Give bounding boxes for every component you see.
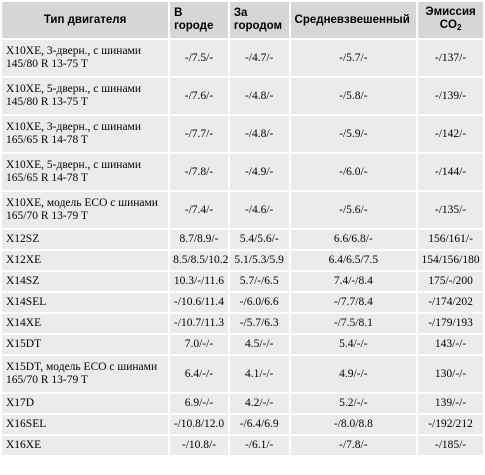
cell-engine-type: X10XE, модель ECO с шинами 165/70 R 13-7… xyxy=(2,192,169,228)
cell-average: 6.6/6.8/- xyxy=(290,230,417,249)
table-row: X14XE -/10.7/11.3 -/5.7/6.3 -/7.5/8.1 -/179/… xyxy=(2,314,483,333)
cell-highway: 4.1/-/- xyxy=(229,356,289,392)
cell-engine-type: X10XE, 3-дверн., с шинами 145/80 R 13-75… xyxy=(2,40,169,76)
cell-city: -/10.8/- xyxy=(170,436,228,455)
fuel-consumption-table: Тип двигателя В городе За городом Средне… xyxy=(2,2,483,455)
table-row: X12XE 8.5/8.5/10.2 5.1/5.3/5.9 6.4/6.5/7.5 1… xyxy=(2,251,483,270)
cell-engine-type: X14SZ xyxy=(2,272,169,291)
cell-average: 4.9/-/- xyxy=(290,356,417,392)
table-row: X14SZ 10.3/-/11.6 5.7/-/6.5 7.4/-/8.4 175/-/… xyxy=(2,272,483,291)
cell-average: -/5.7/- xyxy=(290,40,417,76)
cell-emission: 130/-/- xyxy=(418,356,483,392)
cell-highway: -/4.8/- xyxy=(229,116,289,152)
cell-average: 5.4/-/- xyxy=(290,335,417,354)
cell-engine-type: X10XE, 5-дверн., с шинами 165/65 R 14-78… xyxy=(2,154,169,190)
table-header-row: Тип двигателя В городе За городом Средне… xyxy=(2,2,483,38)
cell-average: -/7.5/8.1 xyxy=(290,314,417,333)
cell-emission: 154/156/180 xyxy=(418,251,483,270)
table-row: X15DT, модель ECO с шинами 165/70 R 13-7… xyxy=(2,356,483,392)
cell-highway: -/6.1/- xyxy=(229,436,289,455)
header-highway: За городом xyxy=(229,2,289,38)
cell-city: -/7.6/- xyxy=(170,78,228,114)
cell-city: -/7.5/- xyxy=(170,40,228,76)
cell-highway: -/4.9/- xyxy=(229,154,289,190)
table-row: X16XE -/10.8/- -/6.1/- -/7.8/- -/185/- xyxy=(2,436,483,455)
cell-highway: 5.7/-/6.5 xyxy=(229,272,289,291)
cell-city: 8.5/8.5/10.2 xyxy=(170,251,228,270)
cell-engine-type: X12SZ xyxy=(2,230,169,249)
table-row: X17D 6.9/-/- 4.2/-/- 5.2/-/- 139/-/- xyxy=(2,394,483,413)
cell-highway: -/4.6/- xyxy=(229,192,289,228)
cell-engine-type: X15DT xyxy=(2,335,169,354)
cell-engine-type: X16SEL xyxy=(2,415,169,434)
cell-emission: -/174/202 xyxy=(418,293,483,312)
cell-city: 10.3/-/11.6 xyxy=(170,272,228,291)
cell-highway: 4.2/-/- xyxy=(229,394,289,413)
table-body: X10XE, 3-дверн., с шинами 145/80 R 13-75… xyxy=(2,40,483,455)
cell-average: -/6.0/- xyxy=(290,154,417,190)
cell-emission: -/179/193 xyxy=(418,314,483,333)
cell-average: -/5.9/- xyxy=(290,116,417,152)
cell-highway: 5.1/5.3/5.9 xyxy=(229,251,289,270)
table-row: X10XE, модель ECO с шинами 165/70 R 13-7… xyxy=(2,192,483,228)
cell-city: -/10.7/11.3 xyxy=(170,314,228,333)
cell-average: 5.2/-/- xyxy=(290,394,417,413)
cell-emission: -/185/- xyxy=(418,436,483,455)
cell-emission: 175/-/200 xyxy=(418,272,483,291)
table-row: X10XE, 3-дверн., с шинами 165/65 R 14-78… xyxy=(2,116,483,152)
cell-highway: -/6.0/6.6 xyxy=(229,293,289,312)
table-row: X12SZ 8.7/8.9/- 5.4/5.6/- 6.6/6.8/- 156/161/… xyxy=(2,230,483,249)
cell-emission: -/137/- xyxy=(418,40,483,76)
cell-emission: -/139/- xyxy=(418,78,483,114)
cell-average: 6.4/6.5/7.5 xyxy=(290,251,417,270)
cell-average: -/5.8/- xyxy=(290,78,417,114)
cell-city: -/7.4/- xyxy=(170,192,228,228)
cell-engine-type: X14SEL xyxy=(2,293,169,312)
cell-average: -/8.0/8.8 xyxy=(290,415,417,434)
cell-emission: 156/161/- xyxy=(418,230,483,249)
cell-engine-type: X10XE, 5-дверн., с шинами 145/80 R 13-75… xyxy=(2,78,169,114)
header-city: В городе xyxy=(170,2,228,38)
cell-highway: -/6.4/6.9 xyxy=(229,415,289,434)
cell-city: 8.7/8.9/- xyxy=(170,230,228,249)
cell-highway: 4.5/-/- xyxy=(229,335,289,354)
cell-city: -/10.8/12.0 xyxy=(170,415,228,434)
cell-emission: 143/-/- xyxy=(418,335,483,354)
cell-average: 7.4/-/8.4 xyxy=(290,272,417,291)
cell-city: 6.9/-/- xyxy=(170,394,228,413)
cell-city: -/10.6/11.4 xyxy=(170,293,228,312)
cell-engine-type: X15DT, модель ECO с шинами 165/70 R 13-7… xyxy=(2,356,169,392)
cell-average: -/7.8/- xyxy=(290,436,417,455)
cell-emission: 139/-/- xyxy=(418,394,483,413)
cell-city: 6.4/-/- xyxy=(170,356,228,392)
cell-highway: -/5.7/6.3 xyxy=(229,314,289,333)
cell-engine-type: X10XE, 3-дверн., с шинами 165/65 R 14-78… xyxy=(2,116,169,152)
cell-emission: -/192/212 xyxy=(418,415,483,434)
cell-average: -/5.6/- xyxy=(290,192,417,228)
table-row: X10XE, 5-дверн., с шинами 165/65 R 14-78… xyxy=(2,154,483,190)
cell-emission: -/144/- xyxy=(418,154,483,190)
table-row: X14SEL -/10.6/11.4 -/6.0/6.6 -/7.7/8.4 -/174… xyxy=(2,293,483,312)
table-row: X10XE, 3-дверн., с шинами 145/80 R 13-75… xyxy=(2,40,483,76)
cell-city: -/7.8/- xyxy=(170,154,228,190)
cell-engine-type: X14XE xyxy=(2,314,169,333)
cell-highway: 5.4/5.6/- xyxy=(229,230,289,249)
cell-engine-type: X16XE xyxy=(2,436,169,455)
cell-emission: -/135/- xyxy=(418,192,483,228)
table-row: X16SEL -/10.8/12.0 -/6.4/6.9 -/8.0/8.8 -/192… xyxy=(2,415,483,434)
table-row: X15DT 7.0/-/- 4.5/-/- 5.4/-/- 143/-/- xyxy=(2,335,483,354)
cell-engine-type: X17D xyxy=(2,394,169,413)
header-engine-type: Тип двигателя xyxy=(2,2,169,38)
header-average: Средневзвешенный xyxy=(290,2,417,38)
cell-highway: -/4.7/- xyxy=(229,40,289,76)
table-row: X10XE, 5-дверн., с шинами 145/80 R 13-75… xyxy=(2,78,483,114)
cell-emission: -/142/- xyxy=(418,116,483,152)
cell-average: -/7.7/8.4 xyxy=(290,293,417,312)
header-emission: Эмиссия CO2 xyxy=(418,2,483,38)
cell-engine-type: X12XE xyxy=(2,251,169,270)
cell-city: -/7.7/- xyxy=(170,116,228,152)
cell-city: 7.0/-/- xyxy=(170,335,228,354)
cell-highway: -/4.8/- xyxy=(229,78,289,114)
